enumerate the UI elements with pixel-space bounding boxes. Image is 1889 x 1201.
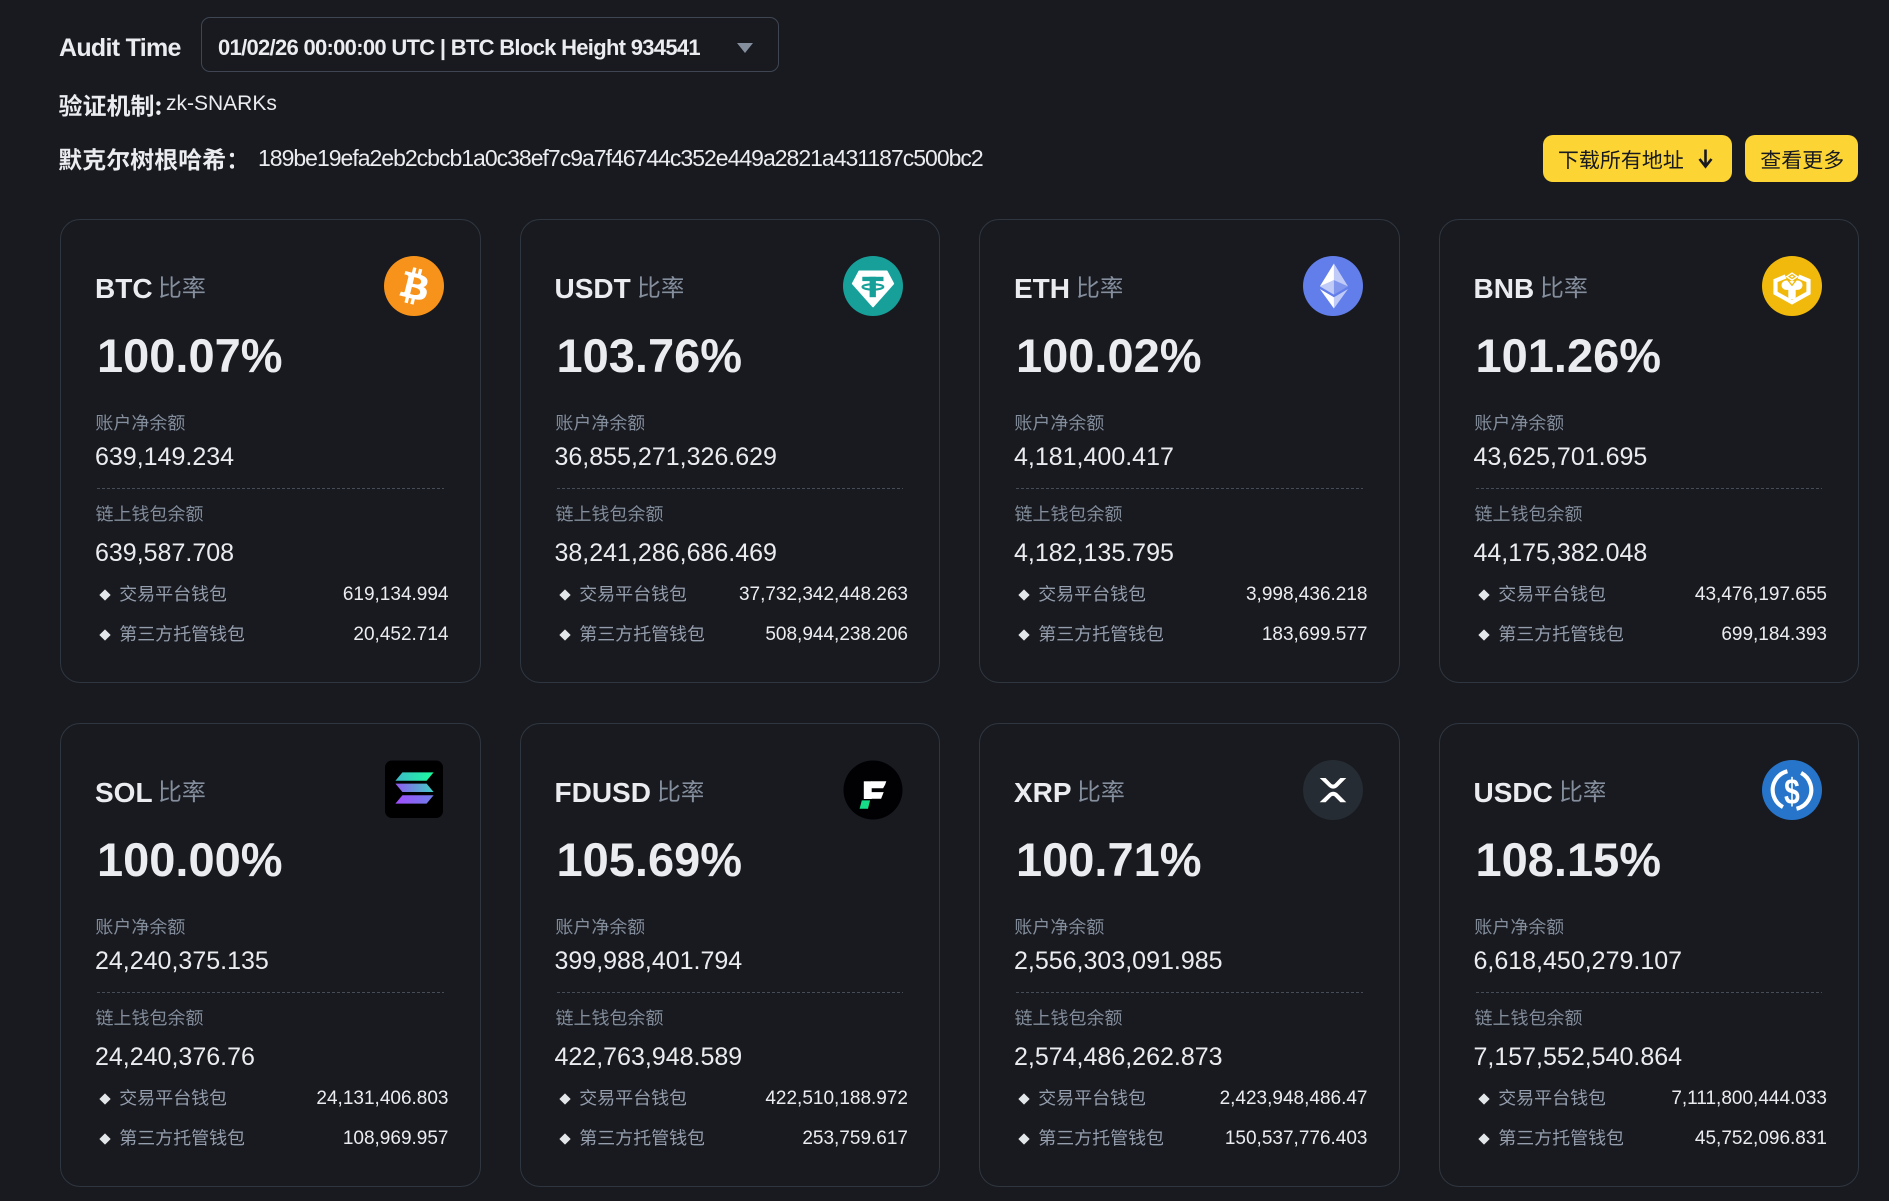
svg-text:$: $ bbox=[1784, 772, 1800, 812]
